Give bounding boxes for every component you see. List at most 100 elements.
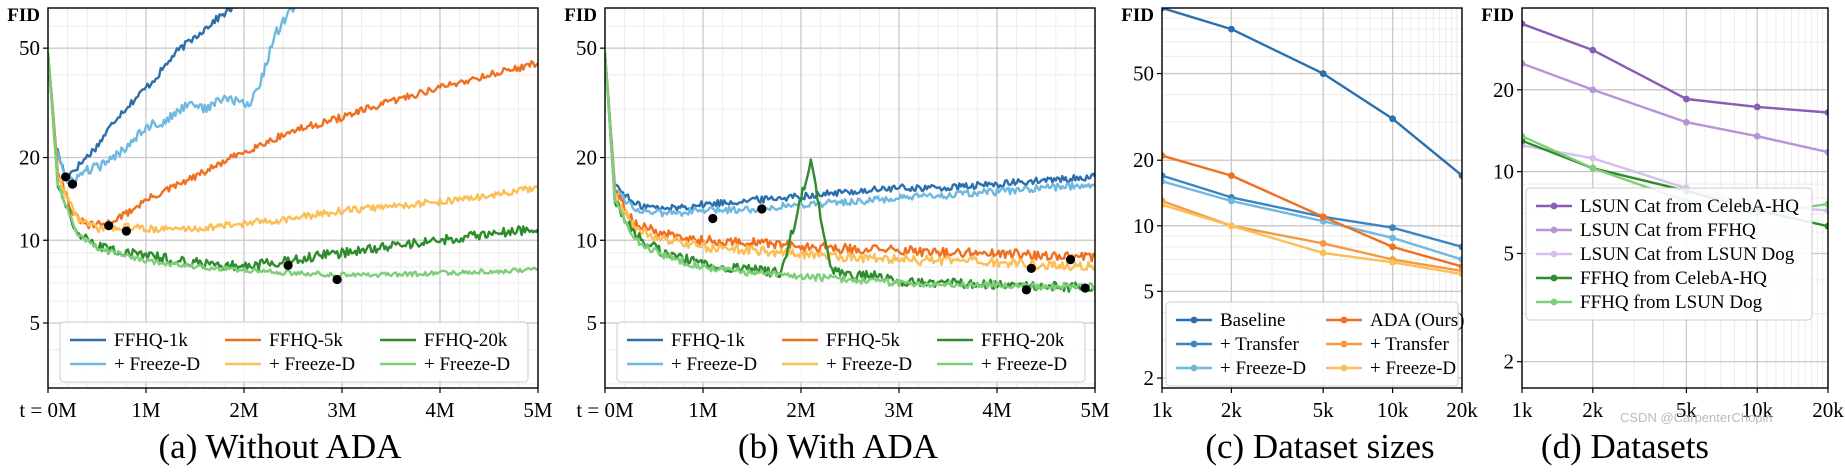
series-line — [48, 52, 538, 272]
legend-swatch-dot — [1190, 316, 1198, 324]
legend-swatch-dot — [1550, 202, 1558, 210]
y-tick-label: 5 — [587, 311, 598, 335]
legend-label: FFHQ from CelebA-HQ — [1580, 268, 1767, 289]
x-tick-label: 1k — [1512, 398, 1534, 422]
legend-label: + Freeze-D — [1370, 358, 1456, 379]
legend: FFHQ-1k + Freeze-D FFHQ-5k + Freeze-D FFHQ-2… — [59, 321, 529, 383]
panel-caption: (a) Without ADA — [159, 427, 403, 466]
marker-point — [757, 204, 767, 214]
legend-label: FFHQ-1k — [671, 330, 745, 351]
panel-without-ada: t = 0M 1M 2M 3M 4M 5M 5 10 20 50 FID FFHQ-1k + Freez… — [7, 5, 553, 466]
data-point — [1682, 95, 1690, 103]
x-tick-label: 3M — [327, 398, 357, 422]
series-line — [1522, 22, 1828, 114]
x-tick-label: 5M — [523, 398, 553, 422]
legend-label: + Freeze-D — [1220, 358, 1306, 379]
data-point — [1162, 201, 1166, 209]
data-point — [1589, 164, 1597, 172]
y-axis-label: FID — [564, 5, 597, 26]
data-point — [1162, 172, 1166, 180]
marker-point — [1026, 263, 1036, 273]
x-tick-label: t = 0M — [19, 398, 77, 422]
x-tick-label: 2k — [1221, 398, 1243, 422]
series-line — [48, 8, 237, 179]
legend-label: FFHQ-5k — [826, 330, 900, 351]
data-point — [1389, 243, 1396, 251]
x-tick-label: 5M — [1080, 398, 1110, 422]
x-tick-label: 2M — [786, 398, 816, 422]
legend-swatch-dot — [1550, 298, 1558, 306]
legend-label: FFHQ from LSUN Dog — [1580, 292, 1763, 313]
legend-swatch-dot — [1190, 340, 1198, 348]
legend-label: LSUN Cat from LSUN Dog — [1580, 244, 1795, 265]
x-tick-label: 5k — [1676, 398, 1698, 422]
series-line — [1162, 180, 1462, 261]
data-point — [1824, 222, 1828, 230]
y-tick-label: 20 — [1133, 148, 1154, 172]
data-point — [1458, 256, 1462, 263]
legend-label: FFHQ-20k — [981, 330, 1065, 351]
x-tick-label: 5k — [1313, 398, 1335, 422]
y-tick-label: 10 — [1133, 214, 1154, 238]
x-tick-label: 10k — [1377, 398, 1409, 422]
panel-with-ada: t = 0M 1M 2M 3M 4M 5M 5 10 20 50 FID FFHQ-1k + Freez… — [564, 5, 1110, 466]
data-point — [1389, 258, 1396, 266]
y-tick-label: 5 — [1144, 279, 1155, 303]
data-point — [1522, 60, 1526, 67]
x-tick-label: 20k — [1446, 398, 1478, 422]
series-group — [605, 52, 1095, 295]
legend-swatch-dot — [1340, 316, 1348, 324]
panel-dataset-sizes: 1k 2k 5k 10k 20k 2 5 10 20 50 FID Baseline + Transfe… — [1121, 5, 1478, 466]
series-line — [605, 52, 1095, 293]
legend-label: LSUN Cat from CelebA-HQ — [1580, 196, 1799, 217]
plot-frame — [604, 7, 1096, 389]
marker-point — [1065, 255, 1076, 265]
marker-point — [708, 213, 718, 224]
y-tick-label: 20 — [19, 146, 40, 170]
marker-point — [1021, 285, 1031, 295]
legend-label: + Freeze-D — [114, 354, 200, 375]
data-point — [1389, 234, 1396, 242]
legend-label: Baseline — [1220, 310, 1285, 331]
x-tick-label: 20k — [1812, 398, 1844, 422]
y-axis-label: FID — [7, 5, 40, 26]
data-point — [1389, 115, 1396, 123]
legend-label: + Freeze-D — [826, 354, 912, 375]
marker-point — [67, 179, 78, 189]
legend-label: + Transfer — [1370, 334, 1449, 355]
data-point — [1228, 172, 1235, 180]
marker-point — [283, 260, 293, 271]
legend-swatch-dot — [1340, 364, 1348, 372]
data-point — [1522, 20, 1526, 28]
series-line — [605, 52, 1095, 291]
y-tick-label: 20 — [1493, 78, 1514, 102]
x-tick-label: 1M — [688, 398, 718, 422]
y-tick-label: 10 — [1493, 160, 1514, 184]
legend-label: + Freeze-D — [671, 354, 757, 375]
y-tick-label: 2 — [1504, 350, 1515, 374]
data-point — [1228, 25, 1235, 33]
data-point — [1458, 243, 1462, 251]
legend-label: + Freeze-D — [981, 354, 1067, 375]
plot-frame — [1521, 7, 1829, 389]
data-point — [1753, 103, 1761, 111]
marker-point — [121, 226, 131, 236]
legend-box — [59, 321, 529, 383]
watermark: CSDN @CarpenterChopin — [1620, 410, 1773, 425]
x-tick-label: 10k — [1741, 398, 1773, 422]
data-point — [1389, 224, 1396, 232]
legend: FFHQ-1k + Freeze-D FFHQ-5k + Freeze-D FFHQ-2… — [616, 321, 1086, 383]
y-tick-label: 50 — [576, 36, 597, 60]
marker-point — [61, 172, 71, 182]
panel-caption: (b) With ADA — [738, 427, 939, 466]
legend-label: + Transfer — [1220, 334, 1299, 355]
x-tick-label: 4M — [982, 398, 1012, 422]
legend-swatch-dot — [1550, 274, 1558, 282]
series-line — [48, 52, 538, 234]
data-point — [1589, 154, 1597, 162]
data-point — [1824, 148, 1828, 156]
legend-label: FFHQ-5k — [269, 330, 343, 351]
legend-label: ADA (Ours) — [1370, 310, 1464, 331]
panel-caption: (c) Dataset sizes — [1205, 427, 1434, 466]
